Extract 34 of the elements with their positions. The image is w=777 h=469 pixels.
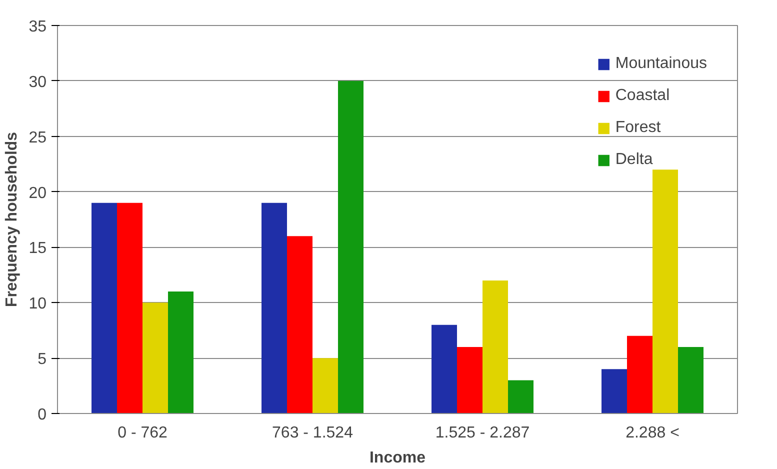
y-tick-label: 20	[28, 184, 47, 202]
bar	[432, 324, 457, 414]
y-axis-title: Frequency households	[4, 132, 21, 308]
bar	[652, 170, 678, 414]
y-tick-label: 30	[28, 74, 47, 91]
legend-label: Forest	[615, 119, 661, 137]
x-tick-label: 2.288 <	[626, 424, 680, 442]
y-tick-label: 0	[38, 406, 47, 424]
bar	[312, 358, 338, 414]
legend-label: Mountainous	[615, 55, 707, 73]
bar	[338, 80, 364, 414]
bar	[602, 369, 627, 414]
bar	[457, 346, 482, 414]
bar	[117, 202, 142, 414]
y-tick-label: 5	[38, 351, 47, 368]
x-tick-label: 0 - 762	[118, 424, 168, 442]
y-tick-label: 15	[28, 240, 47, 258]
x-tick-label: 763 - 1.524	[272, 424, 354, 442]
y-tick-label: 10	[28, 296, 47, 313]
x-axis-title: Income	[369, 450, 426, 466]
bar	[482, 280, 508, 414]
y-tick-label: 25	[28, 129, 47, 146]
bar	[142, 302, 168, 414]
bar	[508, 380, 534, 414]
bar	[168, 292, 194, 414]
y-tick-label: 35	[28, 18, 47, 36]
x-tick-label: 1.525 - 2.287	[435, 424, 530, 442]
bar	[287, 236, 312, 414]
bar	[262, 202, 287, 414]
legend-label: Coastal	[615, 87, 670, 105]
bar	[92, 202, 117, 414]
bar	[678, 346, 704, 414]
bar	[627, 336, 652, 414]
legend-label: Delta	[615, 151, 653, 169]
